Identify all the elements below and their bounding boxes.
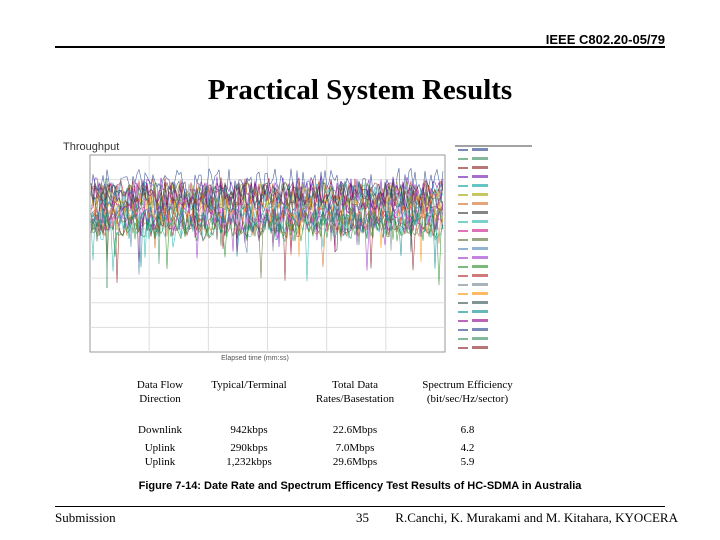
decor (90, 203, 444, 271)
decor (472, 229, 488, 232)
table-cell: 6.8 (460, 424, 475, 436)
footer-right: R.Canchi, K. Murakami and M. Kitahara, K… (395, 510, 678, 525)
decor (472, 238, 488, 241)
decor (472, 202, 488, 205)
decor (472, 292, 488, 295)
decor (472, 310, 488, 313)
decor (472, 319, 488, 322)
table-cell: Uplink (144, 442, 176, 454)
decor (90, 180, 444, 253)
decor (472, 184, 488, 187)
table-cell: 7.0Mbps (335, 442, 375, 454)
figure-title: Throughput (63, 141, 119, 153)
table-cell: 5.9 (460, 456, 475, 468)
decor (472, 148, 488, 151)
decor (472, 346, 488, 349)
footer-rule (55, 506, 665, 507)
decor (472, 274, 488, 277)
table-cell: 290kbps (230, 442, 268, 454)
table-cell: 4.2 (460, 442, 475, 454)
legend (458, 148, 488, 349)
table-header-cell: Total Data Rates/Basestation (315, 379, 395, 405)
decor (472, 175, 488, 178)
traces (90, 167, 444, 288)
header-code: IEEE C802.20-05/79 (545, 32, 665, 47)
header-rule (55, 46, 665, 48)
decor (472, 247, 488, 250)
table-header-cell: Spectrum Efficiency (bit/sec/Hz/sector) (422, 379, 513, 405)
decor (472, 283, 488, 286)
footer-left: Submission (55, 510, 116, 525)
table-cell: Uplink (144, 456, 176, 468)
decor (472, 157, 488, 160)
table-cell: 942kbps (230, 424, 268, 436)
decor (90, 211, 444, 286)
decor (472, 193, 488, 196)
decor (90, 181, 444, 252)
x-axis-label: Elapsed time (mm:ss) (221, 355, 289, 362)
slide-title: Practical System Results (207, 74, 513, 106)
decor (472, 265, 488, 268)
table-header-cell: Data Flow Direction (136, 379, 184, 405)
decor (90, 202, 444, 269)
decor (472, 256, 488, 259)
decor (90, 193, 444, 263)
decor (90, 182, 444, 252)
table-cell: 22.6Mbps (332, 424, 378, 436)
table-cell: 1,232kbps (226, 456, 272, 468)
decor (472, 301, 488, 304)
decor (472, 166, 488, 169)
table-header-cell: Typical/Terminal (211, 379, 287, 391)
table-cell: 29.6Mbps (332, 456, 378, 468)
decor (472, 211, 488, 214)
decor (472, 220, 488, 223)
footer-page: 35 (356, 510, 369, 525)
decor (472, 328, 488, 331)
throughput-figure: Throughput Elapsed time (mm:ss) (55, 138, 535, 364)
figure-caption: Figure 7-14: Date Rate and Spectrum Effi… (138, 480, 582, 492)
decor (472, 337, 488, 340)
table-cell: Downlink (138, 424, 182, 436)
